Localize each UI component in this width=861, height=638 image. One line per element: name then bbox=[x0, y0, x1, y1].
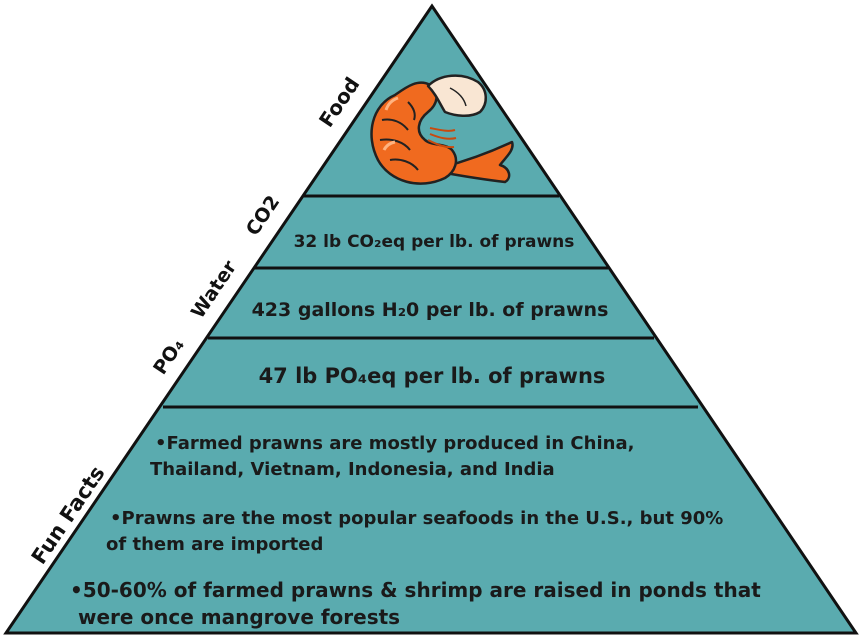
fun-fact-3-line2: were once mangrove forests bbox=[78, 605, 400, 629]
tier-water-text: 423 gallons H₂0 per lb. of prawns bbox=[252, 299, 609, 321]
fun-fact-2-line2: of them are imported bbox=[106, 534, 323, 555]
fun-fact-1-line2: Thailand, Vietnam, Indonesia, and India bbox=[150, 459, 555, 480]
fun-fact-1-line1: •Farmed prawns are mostly produced in Ch… bbox=[155, 433, 634, 454]
fun-fact-3-line1: •50-60% of farmed prawns & shrimp are ra… bbox=[70, 578, 761, 602]
tier-co2-text: 32 lb CO₂eq per lb. of prawns bbox=[294, 232, 575, 252]
fun-fact-2-line1: •Prawns are the most popular seafoods in… bbox=[110, 508, 723, 529]
tier-po4-text: 47 lb PO₄eq per lb. of prawns bbox=[259, 364, 606, 388]
pyramid-body bbox=[3, 3, 859, 635]
fun-facts-list: •Farmed prawns are mostly produced in Ch… bbox=[70, 433, 761, 629]
shrimp-icon bbox=[370, 74, 514, 185]
